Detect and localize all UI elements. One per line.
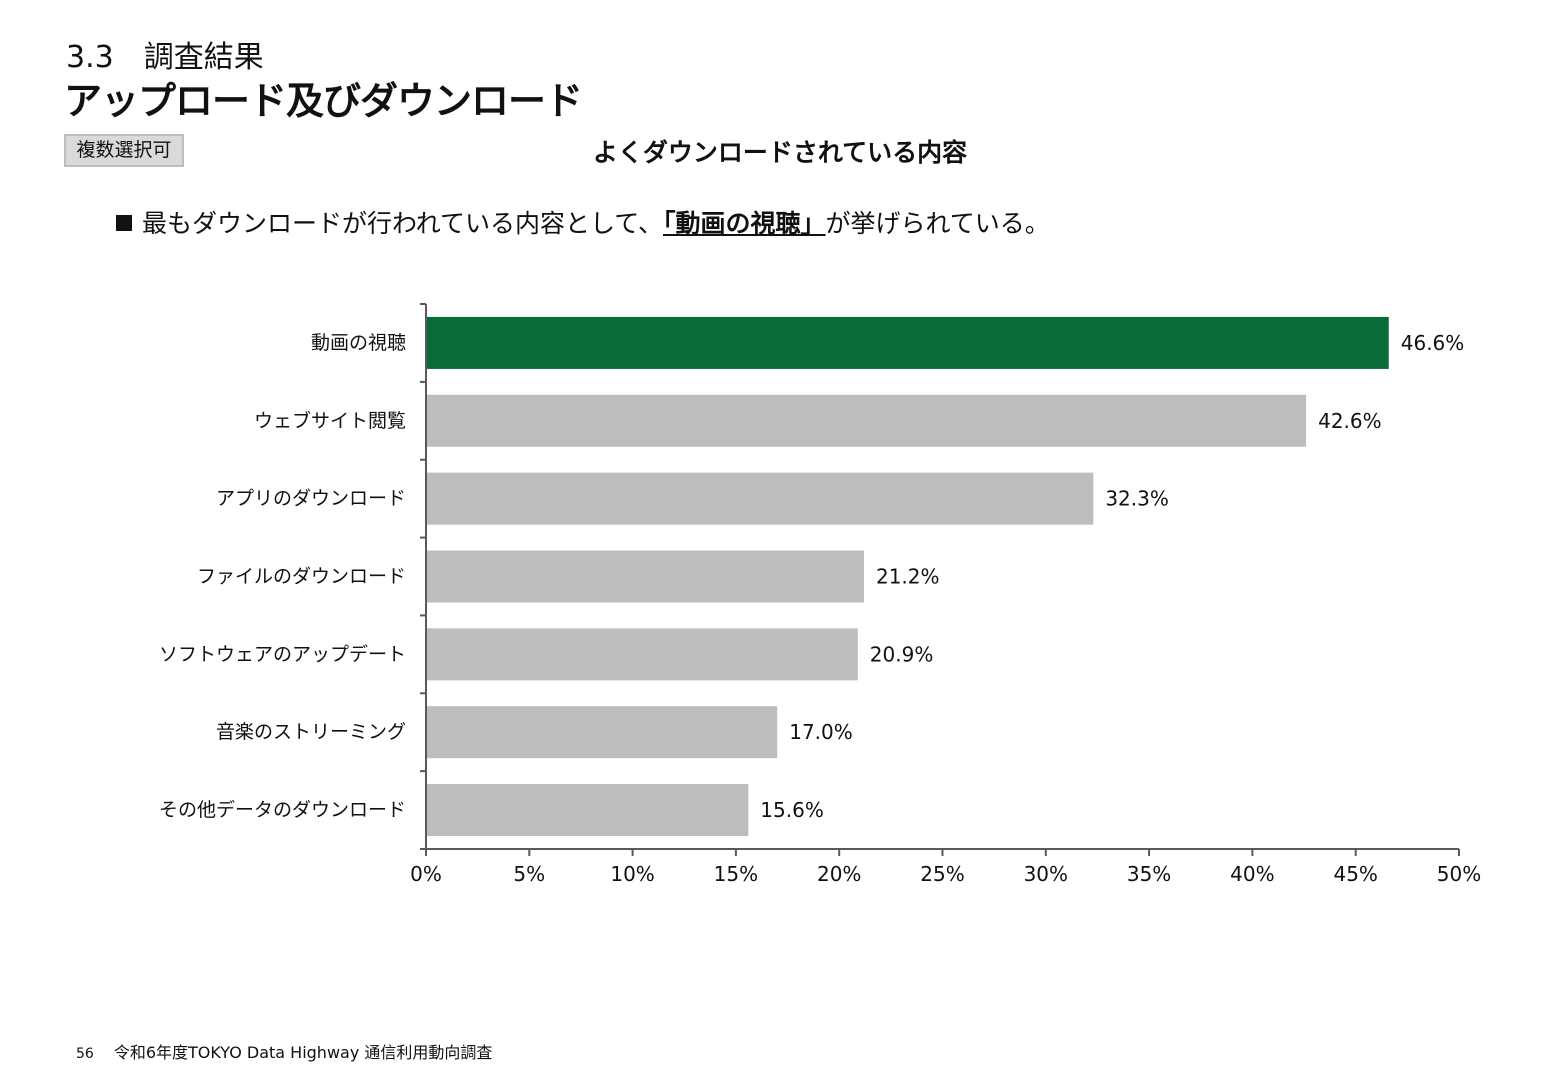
category-label: アプリのダウンロード: [216, 488, 406, 510]
x-tick-label: 30%: [1024, 862, 1068, 886]
bar-7: [426, 784, 749, 837]
category-label: 音楽のストリーミング: [216, 721, 406, 743]
x-tick-label: 20%: [817, 862, 861, 886]
bar-4: [426, 550, 864, 603]
category-label: 動画の視聴: [311, 332, 406, 354]
value-label: 42.6%: [1318, 409, 1382, 433]
chart-title: よくダウンロードされている内容: [592, 138, 968, 167]
category-label: その他データのダウンロード: [159, 799, 406, 821]
category-label: ソフトウェアのアップデート: [159, 643, 406, 665]
value-label: 21.2%: [876, 565, 940, 589]
bar-3: [426, 472, 1094, 525]
x-tick-label: 45%: [1333, 862, 1377, 886]
page-number: 56: [76, 1046, 94, 1062]
bar-1: [426, 316, 1389, 369]
x-tick-label: 40%: [1230, 862, 1274, 886]
page-title: アップロード及びダウンロード: [64, 79, 583, 123]
x-tick-label: 10%: [610, 862, 654, 886]
value-label: 17.0%: [789, 720, 853, 744]
summary-highlight: 「動画の視聴」: [663, 209, 826, 238]
bar-5: [426, 628, 858, 681]
section-title: 調査結果: [143, 40, 264, 75]
summary-text: 最もダウンロードが行われている内容として、「動画の視聴」が挙げられている。: [116, 206, 1050, 242]
section-number: 3.3: [66, 40, 114, 75]
x-tick-label: 50%: [1437, 862, 1481, 886]
summary-text-after: が挙げられている。: [825, 209, 1050, 238]
bullet-square-icon: [116, 215, 132, 231]
value-label: 20.9%: [870, 642, 934, 666]
x-tick-label: 5%: [513, 862, 545, 886]
section-heading: 3.3 調査結果: [66, 38, 264, 78]
bar-2: [426, 394, 1307, 447]
value-label: 46.6%: [1401, 331, 1465, 355]
footer-source: 令和6年度TOKYO Data Highway 通信利用動向調査: [113, 1043, 493, 1062]
page-footer: 56 令和6年度TOKYO Data Highway 通信利用動向調査: [76, 1042, 492, 1065]
category-label: ウェブサイト閲覧: [254, 409, 406, 432]
value-label: 15.6%: [760, 798, 824, 822]
value-label: 32.3%: [1105, 487, 1169, 511]
multiple-choice-badge: 複数選択可: [64, 134, 184, 167]
bar-6: [426, 706, 778, 759]
category-label: ファイルのダウンロード: [197, 566, 406, 588]
x-tick-label: 15%: [714, 862, 758, 886]
x-tick-label: 35%: [1127, 862, 1171, 886]
x-tick-label: 25%: [920, 862, 964, 886]
x-tick-label: 0%: [410, 862, 442, 886]
summary-text-before: 最もダウンロードが行われている内容として、: [142, 209, 664, 238]
